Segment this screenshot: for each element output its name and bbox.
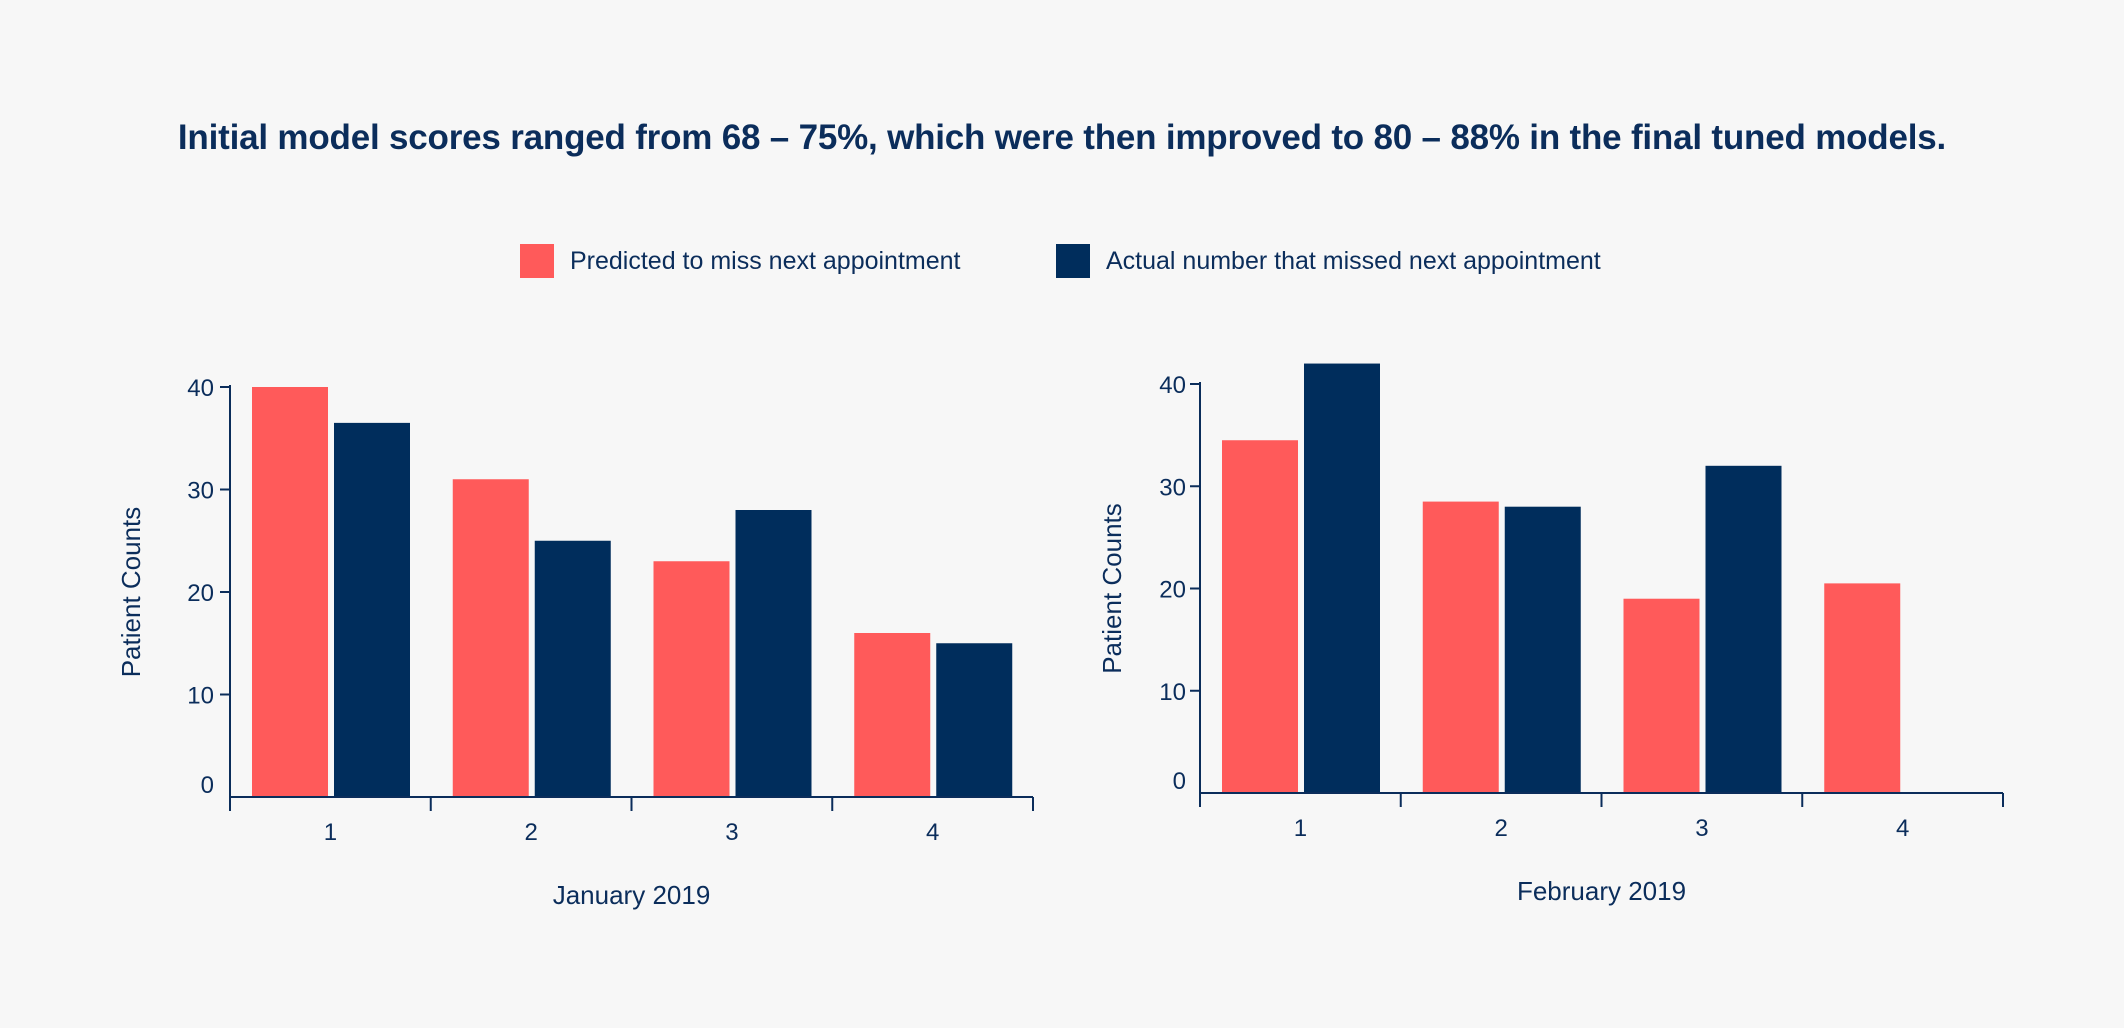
chart-2-y-label: Patient Counts <box>1097 503 1127 674</box>
chart-2-x-tick-label-2: 2 <box>1494 815 1507 842</box>
chart-2-y-tick-label-30: 30 <box>1159 474 1186 501</box>
chart-2-bar-actual-2 <box>1504 506 1581 793</box>
chart-2-bar-predicted-2 <box>1422 501 1499 793</box>
chart-1-y-tick-label-40: 40 <box>187 375 214 402</box>
chart-1-x-tick-label-2: 2 <box>524 819 537 846</box>
legend-swatch-predicted <box>520 244 554 278</box>
chart-1-bar-predicted-1 <box>252 387 328 797</box>
chart-1-y-label: Patient Counts <box>116 507 146 678</box>
chart-1-x-tick-label-3: 3 <box>725 819 738 846</box>
chart-2-y-tick-label-20: 20 <box>1159 577 1186 604</box>
chart-2-bar-predicted-1 <box>1222 440 1298 793</box>
chart-2-bar-actual-3 <box>1705 465 1782 793</box>
chart-2-bar-predicted-4 <box>1824 583 1901 793</box>
chart-2-x-tick-label-4: 4 <box>1896 815 1909 842</box>
chart-1-y-tick-label-10: 10 <box>187 683 214 710</box>
legend-label-predicted: Predicted to miss next appointment <box>570 246 961 275</box>
legend-item-actual: Actual number that missed next appointme… <box>1056 244 1601 278</box>
chart-1-y-tick-label-0: 0 <box>201 772 214 799</box>
chart-1-x-tick-label-1: 1 <box>324 819 337 846</box>
legend-swatch-actual <box>1056 244 1090 278</box>
chart-2-y-tick-label-40: 40 <box>1159 372 1186 399</box>
chart-2-x-label: February 2019 <box>1517 876 1686 906</box>
chart-2-x-tick-label-3: 3 <box>1695 815 1708 842</box>
chart-1-bar-actual-3 <box>735 510 812 797</box>
legend-item-predicted: Predicted to miss next appointment <box>520 244 960 278</box>
chart-1-x-label: January 2019 <box>553 880 711 910</box>
legend-label-actual: Actual number that missed next appointme… <box>1106 246 1601 275</box>
chart-2-y-tick-label-10: 10 <box>1159 679 1186 706</box>
chart-2-bar-predicted-3 <box>1623 598 1700 793</box>
chart-1-bar-actual-4 <box>936 643 1013 797</box>
chart-2-x-tick-label-1: 1 <box>1294 815 1307 842</box>
chart-1-bar-predicted-2 <box>452 479 529 797</box>
chart-1-x-tick-label-4: 4 <box>926 819 939 846</box>
chart-1-y-tick-label-30: 30 <box>187 478 214 505</box>
chart-1-bar-actual-2 <box>534 540 611 797</box>
chart-1-y-tick-label-20: 20 <box>187 580 214 607</box>
chart-2-bar-actual-1 <box>1304 363 1380 793</box>
chart-1-bar-predicted-4 <box>854 633 931 797</box>
chart-1-bar-predicted-3 <box>653 561 730 797</box>
chart-2-y-tick-label-0: 0 <box>1173 768 1186 795</box>
chart-headline: Initial model scores ranged from 68 – 75… <box>177 118 1947 157</box>
chart-1-bar-actual-1 <box>334 422 410 797</box>
